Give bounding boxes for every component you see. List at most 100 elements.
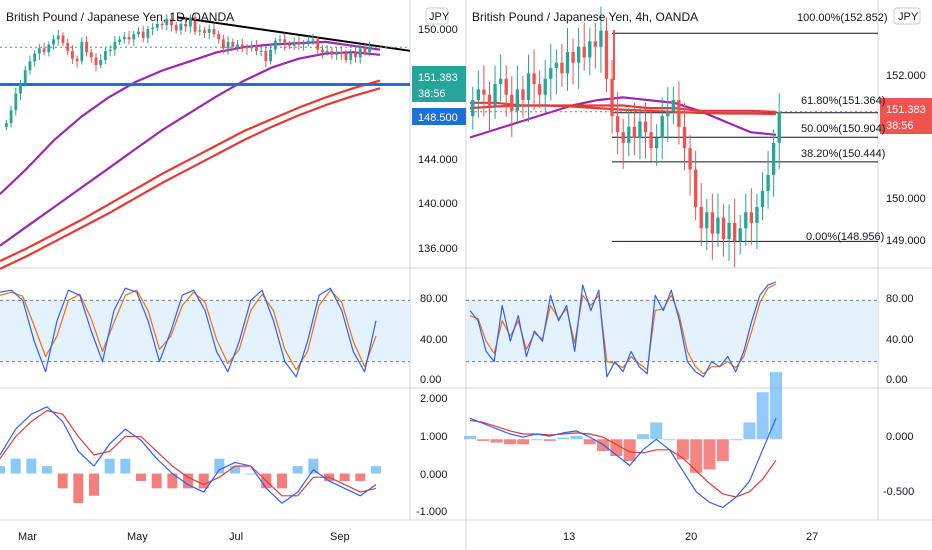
daily-candle[interactable] bbox=[89, 52, 93, 58]
daily-candle[interactable] bbox=[335, 52, 339, 55]
daily-candle[interactable] bbox=[349, 53, 353, 60]
daily-candle[interactable] bbox=[108, 49, 112, 51]
h4-candle[interactable] bbox=[699, 206, 703, 229]
daily-candle[interactable] bbox=[325, 50, 329, 53]
daily-candle[interactable] bbox=[259, 50, 263, 52]
h4-candle[interactable] bbox=[693, 169, 698, 207]
daily-candle[interactable] bbox=[42, 48, 46, 53]
daily-candle[interactable] bbox=[66, 43, 70, 51]
daily-candle[interactable] bbox=[188, 17, 192, 27]
h4-stochastic-pane[interactable] bbox=[466, 281, 878, 378]
daily-candle[interactable] bbox=[231, 41, 235, 48]
currency-icon[interactable] bbox=[893, 7, 921, 25]
h4-candle[interactable] bbox=[666, 110, 670, 117]
h4-candle[interactable] bbox=[610, 78, 614, 117]
daily-candle[interactable] bbox=[245, 47, 249, 49]
daily-candle[interactable] bbox=[85, 41, 88, 53]
daily-candle[interactable] bbox=[165, 18, 169, 26]
daily-candle[interactable] bbox=[19, 83, 22, 94]
daily-candle[interactable] bbox=[240, 44, 244, 48]
h4-candle[interactable] bbox=[493, 84, 497, 106]
daily-candle[interactable] bbox=[264, 50, 268, 62]
daily-candle[interactable] bbox=[104, 50, 107, 60]
daily-candle[interactable] bbox=[99, 59, 103, 66]
daily-candle[interactable] bbox=[174, 25, 178, 31]
daily-candle[interactable] bbox=[254, 45, 258, 51]
h4-candle[interactable] bbox=[537, 84, 542, 95]
daily-price-pane[interactable] bbox=[0, 12, 411, 270]
daily-candle[interactable] bbox=[226, 41, 230, 49]
daily-candle[interactable] bbox=[28, 61, 32, 71]
h4-candle[interactable] bbox=[576, 46, 581, 63]
h4-candle[interactable] bbox=[476, 89, 481, 101]
daily-candle[interactable] bbox=[4, 123, 8, 128]
daily-candle[interactable] bbox=[203, 30, 206, 33]
h4-candle[interactable] bbox=[621, 132, 625, 143]
h4-candle[interactable] bbox=[710, 212, 715, 234]
h4-candle[interactable] bbox=[565, 52, 570, 74]
daily-candle[interactable] bbox=[155, 23, 159, 28]
h4-candle[interactable] bbox=[588, 41, 592, 58]
currency-icon[interactable] bbox=[425, 7, 449, 25]
daily-candle[interactable] bbox=[75, 58, 79, 62]
h4-candle[interactable] bbox=[632, 126, 637, 138]
h4-candle[interactable] bbox=[738, 228, 742, 242]
daily-candle[interactable] bbox=[217, 34, 221, 40]
daily-candle[interactable] bbox=[316, 39, 320, 50]
h4-candle[interactable] bbox=[526, 73, 531, 101]
daily-candle[interactable] bbox=[311, 39, 315, 41]
daily-candle[interactable] bbox=[70, 50, 74, 59]
daily-candle[interactable] bbox=[363, 48, 367, 53]
daily-candle[interactable] bbox=[132, 34, 136, 40]
daily-candle[interactable] bbox=[273, 40, 277, 50]
h4-candle[interactable] bbox=[615, 116, 620, 133]
h4-candle[interactable] bbox=[487, 94, 492, 106]
daily-candle[interactable] bbox=[221, 39, 225, 49]
daily-candle[interactable] bbox=[23, 70, 27, 84]
h4-candle[interactable] bbox=[638, 121, 642, 138]
daily-candle[interactable] bbox=[80, 41, 84, 62]
h4-candle[interactable] bbox=[627, 126, 631, 143]
daily-candle[interactable] bbox=[122, 36, 126, 40]
h4-candle[interactable] bbox=[471, 100, 475, 117]
daily-candle[interactable] bbox=[358, 48, 362, 58]
daily-candle[interactable] bbox=[330, 50, 334, 55]
h4-candle[interactable] bbox=[755, 206, 759, 223]
h4-candle[interactable] bbox=[554, 62, 559, 69]
daily-candle[interactable] bbox=[354, 53, 357, 58]
h4-candle[interactable] bbox=[599, 30, 603, 47]
daily-candle[interactable] bbox=[250, 45, 254, 49]
h4-candle[interactable] bbox=[660, 116, 664, 138]
h4-price-pane[interactable] bbox=[469, 6, 878, 268]
daily-candle[interactable] bbox=[141, 31, 145, 39]
h4-candle[interactable] bbox=[510, 94, 514, 111]
daily-candle[interactable] bbox=[184, 23, 188, 27]
h4-candle[interactable] bbox=[705, 212, 709, 229]
h4-candle[interactable] bbox=[515, 89, 520, 111]
h4-candle[interactable] bbox=[749, 212, 754, 223]
daily-candle[interactable] bbox=[339, 52, 343, 54]
daily-candle[interactable] bbox=[302, 43, 306, 45]
daily-candle[interactable] bbox=[146, 29, 150, 39]
h4-macd-pane[interactable] bbox=[464, 372, 782, 509]
daily-candle[interactable] bbox=[9, 110, 13, 124]
h4-candle[interactable] bbox=[721, 217, 726, 239]
h4-candle[interactable] bbox=[543, 78, 547, 95]
daily-candle[interactable] bbox=[306, 40, 310, 44]
daily-candle[interactable] bbox=[56, 35, 60, 40]
h4-candle[interactable] bbox=[766, 174, 770, 191]
daily-candle[interactable] bbox=[33, 53, 37, 62]
daily-candle[interactable] bbox=[212, 29, 216, 35]
h4-candle[interactable] bbox=[560, 62, 564, 74]
h4-candle[interactable] bbox=[604, 30, 609, 79]
daily-candle[interactable] bbox=[61, 35, 65, 44]
h4-candle[interactable] bbox=[760, 190, 765, 207]
daily-candle[interactable] bbox=[179, 23, 183, 31]
h4-candle[interactable] bbox=[571, 52, 575, 63]
h4-candle[interactable] bbox=[582, 46, 586, 58]
h4-candle[interactable] bbox=[532, 73, 536, 85]
daily-candle[interactable] bbox=[288, 44, 291, 46]
daily-candle[interactable] bbox=[170, 18, 173, 26]
h4-candle[interactable] bbox=[671, 100, 676, 111]
